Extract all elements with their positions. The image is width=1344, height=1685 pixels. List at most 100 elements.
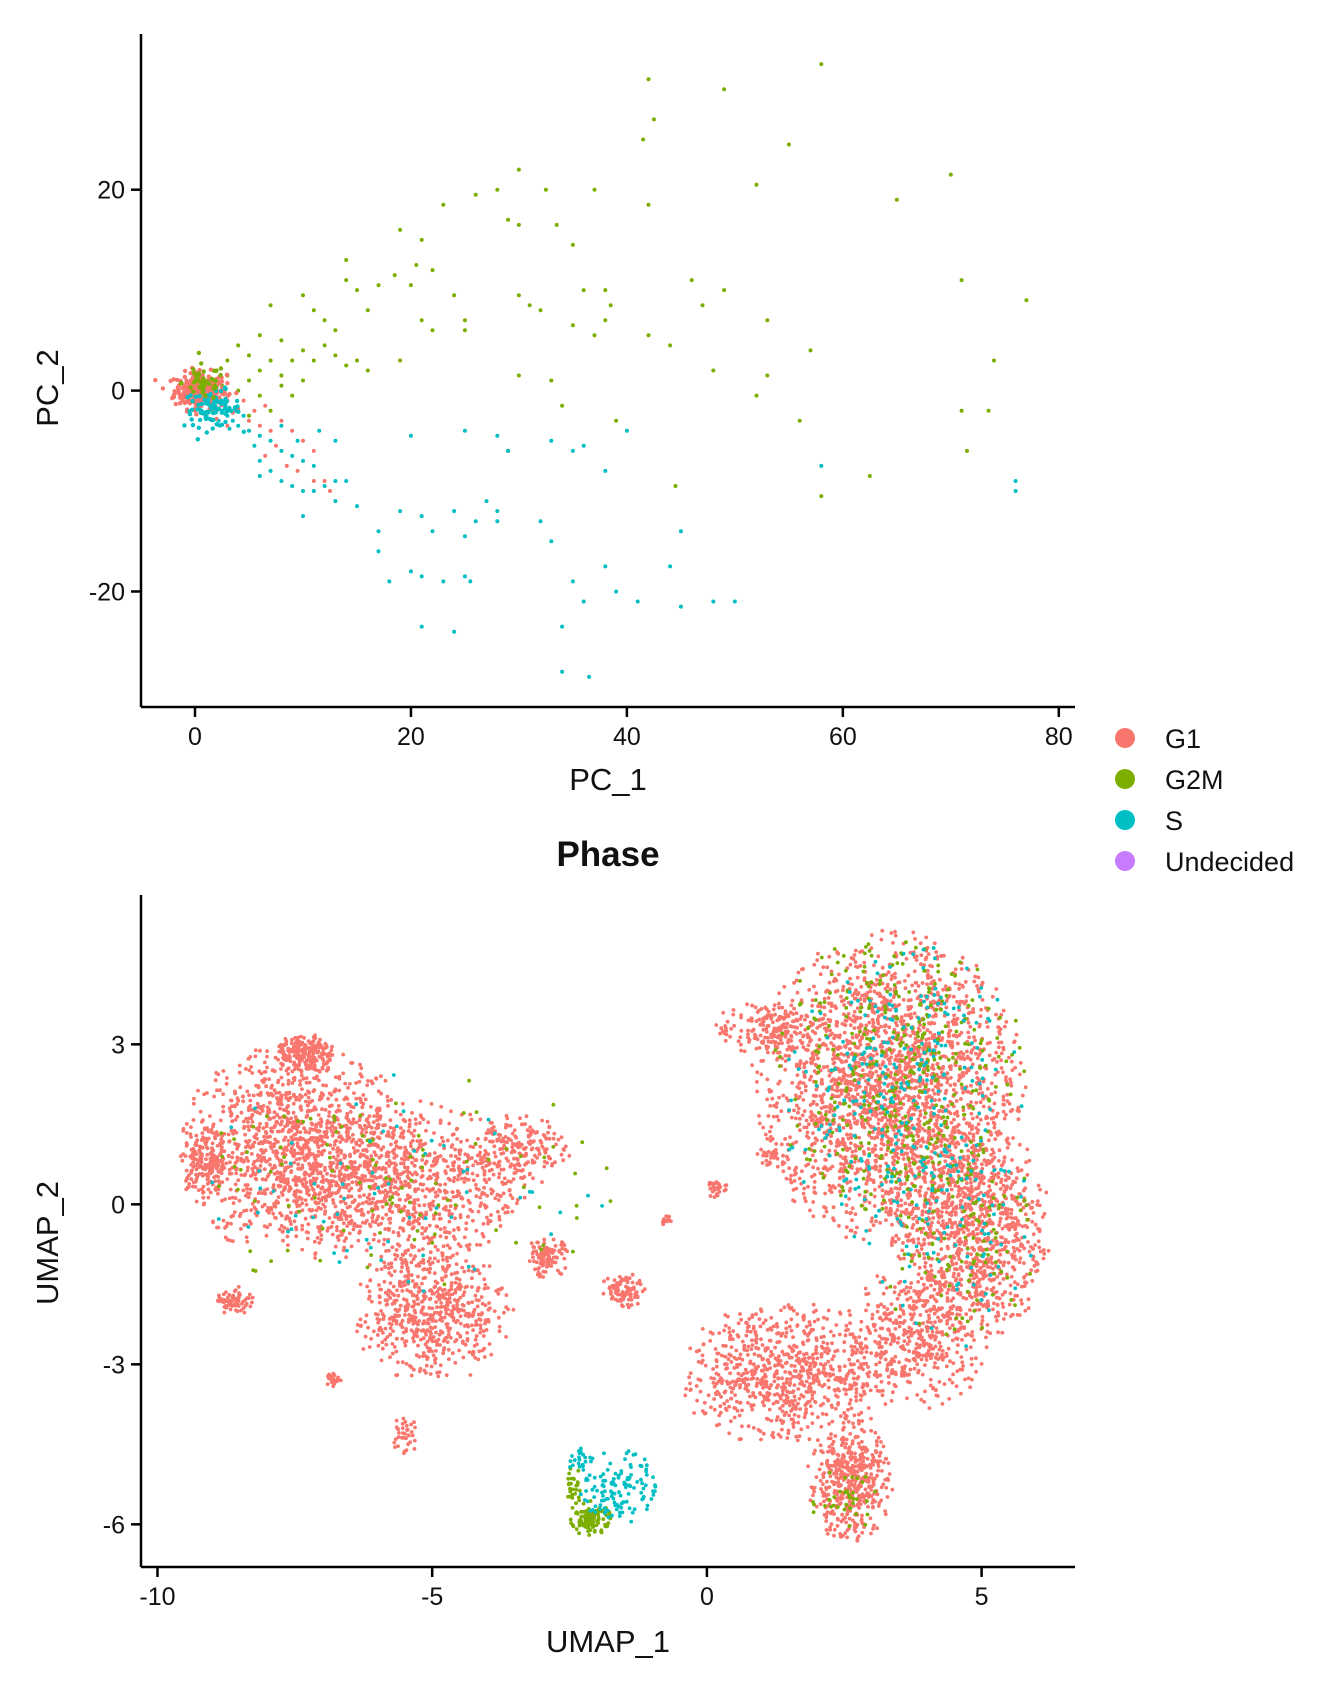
umap-point-g1: [314, 1125, 318, 1129]
umap-point-g1: [238, 1085, 242, 1089]
pca-point-s: [301, 489, 305, 493]
umap-point-g1: [378, 1156, 382, 1160]
umap-point-g1: [436, 1311, 440, 1315]
umap-point-g1: [498, 1172, 502, 1176]
umap-point-g1: [465, 1331, 469, 1335]
umap-point-g1: [262, 1156, 266, 1160]
pca-point-g2m: [211, 395, 215, 399]
umap-point-g1: [413, 1164, 417, 1168]
umap-point-g1: [403, 1180, 407, 1184]
umap-point-g1: [968, 1025, 972, 1029]
umap-point-g1: [242, 1189, 246, 1193]
umap-point-g1: [426, 1235, 430, 1239]
umap-point-g1: [789, 1004, 793, 1008]
umap-point-g1: [631, 1281, 635, 1285]
umap-point-g1: [409, 1253, 413, 1257]
umap-point-g1: [201, 1135, 205, 1139]
umap-point-g1: [339, 1200, 343, 1204]
umap-point-g1: [502, 1311, 506, 1315]
umap-point-g1: [478, 1145, 482, 1149]
umap-point-g1: [396, 1360, 400, 1364]
umap-point-g1: [429, 1208, 433, 1212]
umap-point-g1: [382, 1243, 386, 1247]
pca-point-g2m: [819, 494, 823, 498]
umap-point-g1: [731, 1013, 735, 1017]
umap-point-g1: [246, 1125, 250, 1129]
umap-point-g1: [222, 1219, 226, 1223]
umap-point-g1: [750, 1016, 754, 1020]
umap-point-g1: [235, 1131, 239, 1135]
umap-point-g1: [286, 1055, 290, 1059]
umap-point-g1: [457, 1283, 461, 1287]
umap-point-g1: [552, 1238, 556, 1242]
umap-point-g1: [359, 1152, 363, 1156]
pca-point-g1: [301, 439, 305, 443]
umap-point-g1: [289, 1211, 293, 1215]
umap-point-g1: [492, 1173, 496, 1177]
umap-point-g1: [858, 1077, 862, 1081]
umap-point-g1: [285, 1215, 289, 1219]
umap-point-g1: [441, 1289, 445, 1293]
umap-point-g1: [524, 1152, 528, 1156]
pca-point-g1: [169, 379, 173, 383]
umap-point-g1: [503, 1177, 507, 1181]
pca-point-g2m: [593, 188, 597, 192]
pca-point-g2m: [517, 374, 521, 378]
p1-y-tick-label: -20: [89, 578, 125, 606]
umap-point-g1: [217, 1170, 221, 1174]
umap-point-g1: [429, 1288, 433, 1292]
pca-point-s: [495, 519, 499, 523]
pca-point-s: [539, 519, 543, 523]
umap-point-g1: [324, 1042, 328, 1046]
umap-point-g1: [396, 1294, 400, 1298]
umap-point-g1: [265, 1225, 269, 1229]
umap-point-g1: [204, 1163, 208, 1167]
umap-point-g1: [719, 1026, 723, 1030]
umap-point-g1: [543, 1149, 547, 1153]
umap-point-g1: [820, 1139, 824, 1143]
umap-point-g1: [228, 1239, 232, 1243]
umap-point-g1: [848, 1047, 852, 1051]
umap-point-g1: [498, 1287, 502, 1291]
umap-point-g1: [397, 1146, 401, 1150]
umap-point-g1: [270, 1130, 274, 1134]
umap-point-g1: [232, 1201, 236, 1205]
umap-point-g1: [616, 1299, 620, 1303]
umap-point-g1: [535, 1253, 539, 1257]
umap-point-g1: [455, 1127, 459, 1131]
umap-point-g1: [772, 1007, 776, 1011]
umap-point-g1: [379, 1074, 383, 1078]
umap-point-g1: [401, 1319, 405, 1323]
umap-point-g1: [260, 1079, 264, 1083]
umap-point-g1: [829, 1009, 833, 1013]
umap-point-g1: [402, 1162, 406, 1166]
pca-point-g2m: [179, 381, 183, 385]
umap-point-g1: [320, 1120, 324, 1124]
umap-point-g1: [236, 1115, 240, 1119]
umap-point-g1: [782, 1017, 786, 1021]
umap-point-g1: [416, 1275, 420, 1279]
umap-point-g1: [535, 1241, 539, 1245]
umap-point-g1: [317, 1113, 321, 1117]
umap-point-g1: [299, 1167, 303, 1171]
umap-point-g1: [376, 1333, 380, 1337]
umap-point-g1: [636, 1302, 640, 1306]
umap-point-g1: [334, 1126, 338, 1130]
umap-point-g1: [498, 1218, 502, 1222]
umap-point-g1: [523, 1175, 527, 1179]
umap-point-g1: [474, 1294, 478, 1298]
umap-point-g1: [209, 1191, 213, 1195]
umap-point-g1: [279, 1067, 283, 1071]
pca-point-s: [463, 574, 467, 578]
umap-point-g1: [247, 1195, 251, 1199]
umap-point-g1: [338, 1140, 342, 1144]
umap-point-g1: [359, 1324, 363, 1328]
umap-point-g1: [244, 1183, 248, 1187]
umap-point-g1: [428, 1267, 432, 1271]
pca-point-s: [409, 434, 413, 438]
umap-point-g1: [387, 1164, 391, 1168]
umap-point-g1: [308, 1127, 312, 1131]
umap-point-g1: [351, 1061, 355, 1065]
umap-point-g1: [499, 1224, 503, 1228]
umap-point-g1: [261, 1126, 265, 1130]
